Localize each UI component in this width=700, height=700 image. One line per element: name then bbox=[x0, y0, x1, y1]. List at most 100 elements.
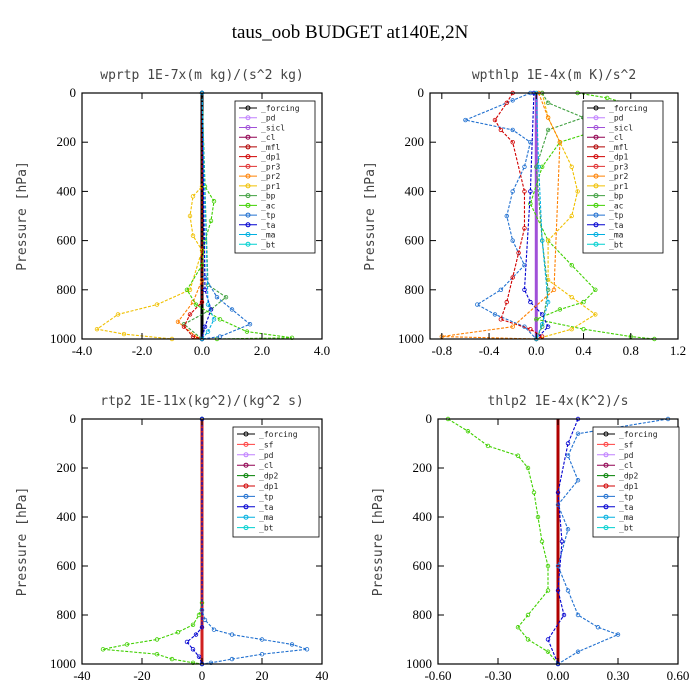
series-line-ac bbox=[102, 419, 203, 665]
legend-entry: _bp bbox=[609, 192, 624, 201]
legend-marker bbox=[603, 514, 609, 520]
data-point bbox=[581, 299, 586, 305]
plot-frame bbox=[429, 92, 679, 340]
data-point bbox=[565, 527, 571, 532]
panel-3: rtp2 1E-11x(kg^2)/(kg^2 s) Pressure [hPa]… bbox=[15, 394, 329, 683]
y-tick-label: 200 bbox=[57, 460, 77, 475]
legend-marker bbox=[593, 202, 599, 208]
legend-entry: _bp bbox=[261, 192, 276, 201]
data-point bbox=[565, 453, 571, 458]
x-tick-label: 0.00 bbox=[547, 668, 570, 683]
data-point bbox=[202, 238, 208, 243]
data-point bbox=[515, 625, 521, 630]
data-point bbox=[525, 612, 531, 618]
data-point bbox=[581, 326, 586, 332]
legend-entry: _sicl bbox=[261, 123, 285, 132]
series-line-ta bbox=[523, 92, 549, 340]
legend-marker bbox=[245, 134, 251, 140]
series-line-tp bbox=[463, 92, 537, 340]
series-line-ta bbox=[547, 418, 579, 665]
data-point bbox=[190, 233, 196, 238]
y-tick-label: 200 bbox=[413, 460, 433, 475]
y-tick-label: 400 bbox=[57, 183, 77, 198]
y-tick-label: 200 bbox=[405, 134, 425, 149]
legend-entry: _pd bbox=[619, 451, 634, 460]
data-point bbox=[545, 238, 551, 243]
legend-entry: _dp1 bbox=[261, 153, 280, 162]
series-line-bp bbox=[535, 92, 586, 340]
data-point bbox=[539, 334, 545, 339]
data-point bbox=[522, 164, 527, 169]
data-point bbox=[492, 117, 498, 123]
data-point bbox=[534, 317, 539, 322]
series-line-dp1 bbox=[183, 93, 203, 340]
data-point bbox=[539, 322, 545, 327]
data-point bbox=[199, 625, 205, 630]
x-tick-label: 0.8 bbox=[623, 343, 639, 358]
legend-entry: _ac bbox=[261, 201, 276, 210]
panel-title: wprtp 1E-7x(m kg)/(s^2 kg) bbox=[100, 68, 304, 83]
legend-marker bbox=[603, 483, 609, 489]
legend-marker bbox=[593, 134, 599, 140]
figure-title: taus_oob BUDGET at140E,2N bbox=[232, 22, 469, 43]
data-point bbox=[545, 588, 551, 593]
data-point bbox=[525, 465, 531, 471]
legend: _forcing_pd_sicl_cl_mfl_dp1_pr3_pr2_pr1_… bbox=[582, 100, 664, 254]
data-point bbox=[516, 250, 521, 256]
data-point bbox=[575, 478, 581, 483]
legend-marker bbox=[593, 124, 599, 130]
data-point bbox=[190, 622, 196, 627]
legend-entry: _tp bbox=[259, 492, 274, 501]
y-tick-label: 600 bbox=[57, 558, 77, 573]
legend-entry: _ma bbox=[619, 513, 634, 522]
data-point bbox=[223, 294, 229, 300]
data-point bbox=[593, 312, 598, 317]
series-line-ma bbox=[201, 92, 215, 340]
series-line-pr1 bbox=[536, 92, 597, 340]
legend-entry: _dp1 bbox=[259, 482, 278, 491]
legend-entry: _sf bbox=[259, 440, 274, 449]
legend-marker bbox=[603, 473, 609, 479]
data-point bbox=[595, 625, 601, 630]
legend-marker bbox=[603, 493, 609, 499]
data-point bbox=[559, 539, 565, 544]
y-tick-label: 400 bbox=[57, 509, 77, 524]
data-point bbox=[522, 226, 527, 231]
legend-marker bbox=[245, 124, 251, 130]
legend-entry: _tp bbox=[261, 211, 276, 220]
data-point bbox=[510, 98, 515, 103]
data-point bbox=[465, 429, 471, 434]
legend-entry: _cl bbox=[261, 133, 276, 142]
legend-entry: _mfl bbox=[261, 143, 280, 152]
data-point bbox=[205, 329, 211, 334]
y-tick-label: 800 bbox=[413, 607, 433, 622]
data-point bbox=[569, 294, 574, 300]
data-point bbox=[202, 287, 208, 292]
data-point bbox=[211, 199, 217, 204]
data-point bbox=[604, 95, 610, 101]
legend-entry: _pr2 bbox=[609, 172, 628, 181]
legend-marker bbox=[603, 441, 609, 447]
y-tick-label: 1000 bbox=[406, 656, 432, 671]
y-tick-label: 200 bbox=[57, 134, 77, 149]
x-tick-label: -0.30 bbox=[484, 668, 511, 683]
x-tick-label: 0 bbox=[199, 668, 206, 683]
data-point bbox=[498, 287, 504, 292]
legend-entry: _dp1 bbox=[609, 153, 628, 162]
legend-entry: _tp bbox=[619, 492, 634, 501]
data-point bbox=[557, 307, 563, 312]
data-point bbox=[569, 213, 574, 219]
legend-entry: _ma bbox=[261, 231, 276, 240]
legend-entry: _cl bbox=[619, 461, 634, 470]
y-tick-label: 800 bbox=[57, 282, 77, 297]
x-tick-label: 2.0 bbox=[254, 343, 270, 358]
data-point bbox=[190, 194, 196, 199]
data-point bbox=[121, 331, 127, 337]
data-point bbox=[569, 263, 574, 268]
legend-entry: _pd bbox=[259, 451, 274, 460]
legend-marker bbox=[603, 452, 609, 458]
data-point bbox=[534, 164, 539, 169]
data-point bbox=[169, 656, 175, 662]
data-point bbox=[193, 632, 199, 637]
